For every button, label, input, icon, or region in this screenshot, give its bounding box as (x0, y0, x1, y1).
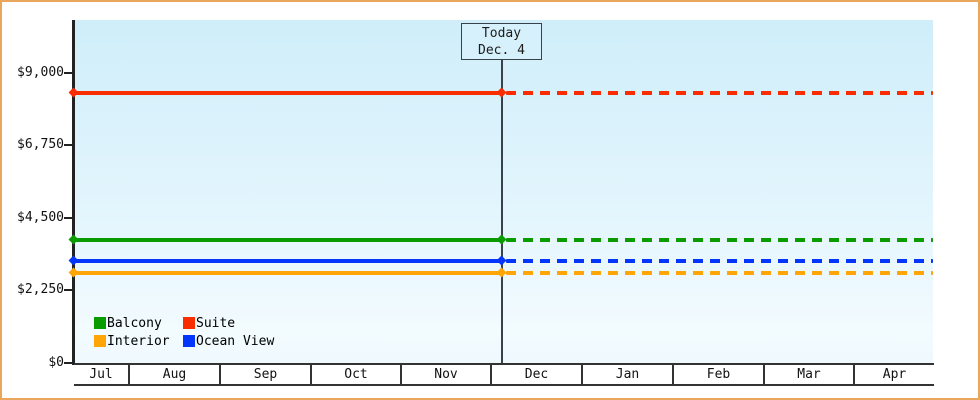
legend-item-interior: Interior (94, 334, 183, 349)
y-axis-line (72, 20, 75, 365)
month-cell-jul: Jul (74, 365, 130, 384)
y-axis-tick (64, 289, 73, 291)
plot-area (75, 20, 933, 363)
y-axis-label-$6,750: $6,750 (17, 137, 64, 152)
legend-item-ocean-view: Ocean View (183, 334, 274, 349)
y-axis-tick (64, 361, 73, 364)
today-annotation-box: Today Dec. 4 (461, 23, 542, 60)
legend-label-ocean-view: Ocean View (196, 333, 275, 349)
month-cell-aug: Aug (130, 365, 221, 384)
legend-item-balcony: Balcony (94, 316, 183, 331)
month-cell-oct: Oct (312, 365, 402, 384)
y-axis-tick (64, 71, 73, 74)
price-line-solid-suite (74, 91, 502, 96)
month-cell-jan: Jan (583, 365, 674, 384)
legend-swatch-ocean-view (183, 335, 195, 347)
today-annotation-title: Today (481, 26, 522, 41)
month-cell-apr: Apr (882, 367, 907, 382)
legend-item-suite: Suite (183, 316, 274, 331)
month-cell-nov: Nov (402, 365, 492, 384)
today-annotation-date: Dec. 4 (478, 43, 525, 58)
price-line-solid-balcony (74, 238, 502, 243)
legend-swatch-balcony (94, 317, 106, 329)
y-axis-label-$2,250: $2,250 (17, 282, 64, 297)
month-cell-sep: Sep (221, 365, 312, 384)
price-line-dashed-suite (506, 91, 933, 96)
legend-label-suite: Suite (196, 315, 236, 331)
legend-swatch-suite (183, 317, 195, 329)
price-line-dashed-interior (506, 271, 933, 276)
price-line-solid-interior (74, 271, 502, 276)
price-line-solid-ocean-view (74, 259, 502, 263)
legend-label-interior: Interior (107, 333, 170, 349)
legend-label-balcony: Balcony (107, 315, 162, 331)
price-line-dashed-ocean-view (506, 259, 933, 263)
month-cell-feb: Feb (674, 365, 765, 384)
x-axis-month-band: Jul Aug Sep Oct Nov Dec Jan Feb Mar Apr (74, 363, 934, 386)
y-axis-tick (64, 144, 73, 146)
month-cell-mar: Mar (765, 365, 855, 384)
y-axis-label-$9,000: $9,000 (17, 64, 64, 80)
legend-swatch-interior (94, 335, 106, 347)
month-cell-dec: Dec (492, 365, 583, 384)
price-line-dashed-balcony (506, 238, 933, 243)
y-axis-tick (64, 216, 73, 219)
y-axis-label-$0: $0 (48, 354, 64, 370)
today-vertical-line (501, 59, 503, 363)
legend: Balcony Suite Interior Ocean View (94, 314, 274, 350)
y-axis-label-$4,500: $4,500 (17, 209, 64, 225)
